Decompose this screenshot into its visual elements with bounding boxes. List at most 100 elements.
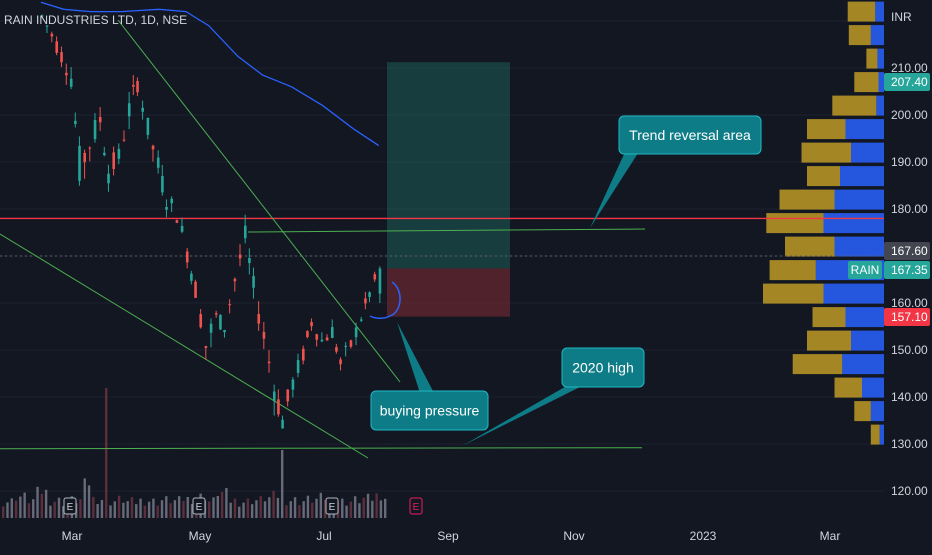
volume-bar <box>169 503 172 518</box>
earnings-marker[interactable] <box>325 497 339 515</box>
volume-bar <box>353 496 357 518</box>
profile-bar-down <box>792 354 843 375</box>
volume-bar <box>44 489 48 518</box>
profile-bar-up <box>823 213 884 234</box>
volume-bar <box>53 501 56 518</box>
volume-bar <box>109 505 112 518</box>
price-tick-label: 210.00 <box>891 61 928 75</box>
high-2020-callout-box[interactable] <box>561 347 645 388</box>
high-2020-callout-pointer[interactable] <box>462 384 586 446</box>
candle-body <box>243 225 247 239</box>
volume-bar <box>92 497 95 518</box>
volume-bar <box>255 500 258 518</box>
trend-reversal-callout-box[interactable] <box>618 115 762 155</box>
buying-pressure-curve[interactable] <box>369 281 401 320</box>
candle-body <box>107 173 110 184</box>
volume-bar <box>49 505 52 518</box>
candle-body <box>209 323 213 333</box>
profile-bar-down <box>834 377 862 398</box>
volume-bar <box>87 485 91 518</box>
candle-body <box>257 313 261 324</box>
profile-bar-down <box>785 236 835 257</box>
volume-bar <box>349 501 353 518</box>
volume-bar <box>379 500 383 518</box>
long-position-tool[interactable] <box>387 62 510 317</box>
price-tick-label: 190.00 <box>891 155 928 169</box>
candle-body <box>180 225 184 232</box>
volume-bar <box>14 500 18 518</box>
earnings-label: E <box>67 502 74 513</box>
candle-body <box>368 292 371 297</box>
currency-label: INR <box>891 10 912 24</box>
candle-body <box>170 198 174 204</box>
profile-bar-up <box>879 424 884 445</box>
candle-body <box>122 139 126 141</box>
buying-pressure-callout-pointer[interactable] <box>397 322 434 393</box>
price-tick-label: 160.00 <box>891 296 928 310</box>
volume-bar <box>315 498 318 518</box>
candle-body <box>320 339 324 342</box>
candle-body <box>98 116 102 123</box>
earnings-marker[interactable] <box>192 497 206 515</box>
volume-bar <box>246 498 250 518</box>
candle-body <box>223 330 226 333</box>
lower-channel-line[interactable] <box>0 233 369 459</box>
position-stop-zone[interactable] <box>387 268 510 317</box>
ma-value-tag: 207.40 <box>891 75 928 89</box>
profile-bar-up <box>862 377 884 398</box>
candle-body <box>373 274 377 280</box>
profile-bar-down <box>807 166 840 187</box>
volume-bar <box>371 500 374 518</box>
position-target-zone[interactable] <box>387 62 510 269</box>
candle-body <box>83 152 86 163</box>
volume-bar <box>130 497 134 518</box>
volume-bar <box>341 498 344 518</box>
candle-body <box>296 360 300 373</box>
profile-bar-down <box>848 25 871 46</box>
symbol-tag-bg <box>848 261 882 279</box>
volume-bar <box>100 500 104 518</box>
earnings-label: E <box>413 502 420 513</box>
profile-bar-up <box>842 354 884 375</box>
candle-body <box>248 258 251 264</box>
volume-bar <box>311 502 314 518</box>
profile-bar-down <box>779 189 835 210</box>
chart-title: RAIN INDUSTRIES LTD, 1D, NSE <box>4 13 187 27</box>
neckline[interactable] <box>247 228 646 233</box>
downtrend-line[interactable] <box>117 19 401 383</box>
trend-reversal-callout-pointer[interactable] <box>590 150 640 228</box>
candle-body <box>74 120 77 125</box>
volume-bar <box>216 496 220 518</box>
earnings-marker[interactable] <box>409 497 423 515</box>
volume-bar <box>229 502 232 518</box>
price-tick-label: 200.00 <box>891 108 928 122</box>
candle-body <box>291 379 295 390</box>
time-tick-label: Mar <box>62 529 83 543</box>
profile-bar-up <box>876 95 884 116</box>
drawn-lines[interactable] <box>0 19 932 459</box>
candle-body <box>364 298 367 304</box>
volume-bar <box>306 495 310 518</box>
high-2020-line[interactable] <box>0 447 643 450</box>
earnings-marker[interactable] <box>63 497 77 515</box>
volume-bar <box>117 495 121 518</box>
candle-body <box>360 319 363 321</box>
callouts[interactable]: Trend reversal area buying pressure 2020 h… <box>370 115 762 446</box>
candle-body <box>262 331 266 339</box>
buying-pressure-callout-box[interactable] <box>370 390 489 431</box>
candle-body <box>88 147 92 149</box>
candle-body <box>325 337 329 341</box>
candle-body <box>339 359 342 365</box>
profile-bar-up <box>845 307 884 328</box>
time-axis[interactable]: Mar May Jul Sep Nov 2023 Mar <box>62 529 841 543</box>
candle-body <box>228 304 232 306</box>
candle-body <box>40 15 44 17</box>
volume-bar <box>186 497 189 518</box>
candle-body <box>214 313 218 315</box>
profile-bar-down <box>769 260 816 281</box>
volume-bar <box>10 498 13 518</box>
volume-bar <box>285 505 288 518</box>
